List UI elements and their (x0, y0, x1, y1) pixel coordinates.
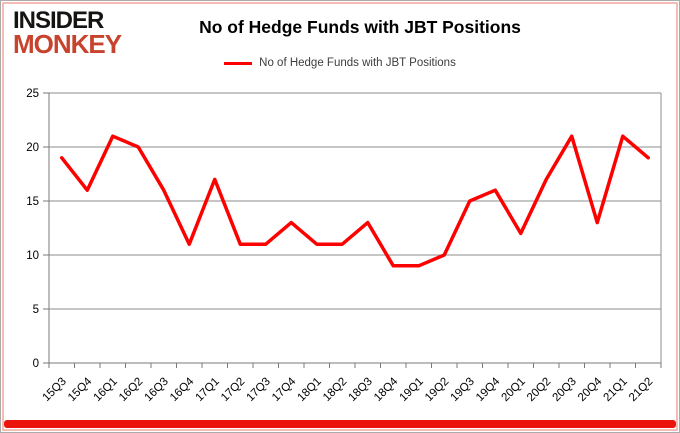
x-axis-tick-label: 17Q4 (270, 375, 299, 404)
x-axis-tick-label: 18Q4 (372, 375, 401, 404)
chart-title: No of Hedge Funds with JBT Positions (199, 17, 521, 37)
x-axis-tick-label: 20Q2 (525, 376, 553, 404)
x-axis-tick-label: 17Q1 (193, 376, 221, 404)
x-axis-tick-label: 19Q2 (423, 376, 451, 404)
x-axis-tick-label: 19Q4 (474, 375, 503, 404)
y-axis-tick-label: 0 (33, 358, 39, 370)
x-axis-tick-label: 16Q2 (117, 376, 145, 404)
x-axis-tick-label: 20Q4 (576, 375, 605, 404)
x-axis-tick-label: 16Q3 (142, 376, 170, 404)
legend-label: No of Hedge Funds with JBT Positions (259, 57, 456, 69)
x-axis-tick-label: 19Q3 (448, 376, 476, 404)
y-axis-tick-label: 25 (26, 88, 39, 100)
logo-text-insider: INSIDER (13, 7, 104, 34)
chart-legend: No of Hedge Funds with JBT Positions (1, 57, 679, 69)
x-axis-tick-label: 15Q4 (66, 375, 95, 404)
logo-text-monkey: MONKEY (13, 28, 122, 59)
series-line (60, 134, 650, 268)
x-axis-tick-label: 16Q4 (168, 375, 197, 404)
x-axis-tick-label: 17Q2 (219, 376, 247, 404)
x-axis-tick-label: 20Q1 (499, 376, 527, 404)
x-axis-tick-label: 19Q1 (397, 376, 425, 404)
x-axis-tick-label: 20Q3 (550, 376, 578, 404)
x-axis-tick-label: 16Q1 (91, 376, 119, 404)
x-axis-tick-label: 21Q1 (601, 376, 629, 404)
x-axis-tick-label: 17Q3 (244, 376, 272, 404)
x-axis-tick-label: 21Q2 (627, 376, 655, 404)
y-axis-tick-label: 10 (26, 250, 39, 262)
insider-monkey-logo: INSIDER MONKEY (13, 7, 122, 59)
y-axis-tick-label: 15 (26, 196, 39, 208)
x-axis-tick-label: 18Q2 (321, 376, 349, 404)
x-axis-tick-label: 18Q1 (295, 376, 323, 404)
bottom-accent-bar (4, 420, 676, 428)
y-axis-tick-label: 20 (26, 142, 39, 154)
x-axis-tick-label: 18Q3 (346, 376, 374, 404)
legend-line-swatch (224, 61, 253, 65)
x-axis-tick-label: 15Q3 (40, 376, 68, 404)
y-axis-tick-label: 5 (33, 304, 39, 316)
